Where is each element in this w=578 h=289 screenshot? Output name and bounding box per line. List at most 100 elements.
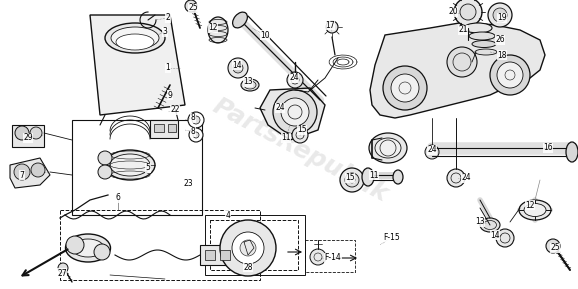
- Text: 6: 6: [116, 194, 120, 203]
- Circle shape: [447, 169, 465, 187]
- Text: 25: 25: [550, 244, 560, 253]
- Circle shape: [273, 90, 317, 134]
- Circle shape: [287, 72, 303, 88]
- Text: 3: 3: [162, 27, 168, 36]
- Ellipse shape: [566, 142, 578, 162]
- Circle shape: [383, 66, 427, 110]
- Ellipse shape: [375, 138, 401, 158]
- Text: 9: 9: [168, 90, 172, 99]
- Circle shape: [447, 47, 477, 77]
- Ellipse shape: [72, 239, 104, 257]
- Text: 7: 7: [20, 171, 24, 179]
- Text: 25: 25: [188, 3, 198, 12]
- Circle shape: [233, 63, 243, 73]
- Circle shape: [493, 8, 507, 22]
- Text: 24: 24: [427, 145, 437, 155]
- Text: 15: 15: [345, 173, 355, 182]
- Ellipse shape: [524, 203, 546, 216]
- Bar: [220, 250, 230, 260]
- Text: 5: 5: [146, 164, 150, 173]
- Text: 22: 22: [171, 105, 180, 114]
- Circle shape: [490, 55, 530, 95]
- Circle shape: [425, 145, 439, 159]
- Circle shape: [232, 232, 264, 264]
- Text: 1: 1: [166, 64, 171, 73]
- Circle shape: [30, 127, 42, 139]
- Text: 14: 14: [232, 60, 242, 69]
- Polygon shape: [260, 88, 325, 140]
- Circle shape: [15, 126, 29, 140]
- Circle shape: [345, 173, 359, 187]
- Text: 24: 24: [275, 103, 285, 112]
- Bar: [168, 124, 176, 132]
- Circle shape: [546, 239, 560, 253]
- Circle shape: [66, 236, 84, 254]
- Text: 19: 19: [497, 14, 507, 23]
- Circle shape: [189, 128, 203, 142]
- Circle shape: [391, 74, 419, 102]
- Text: 4: 4: [225, 210, 231, 220]
- Circle shape: [497, 62, 523, 88]
- Text: 10: 10: [260, 31, 270, 40]
- Ellipse shape: [464, 23, 492, 33]
- Text: 8: 8: [191, 127, 195, 136]
- Circle shape: [240, 240, 256, 256]
- Circle shape: [454, 0, 482, 26]
- Bar: [60, 210, 260, 280]
- Circle shape: [228, 58, 248, 78]
- Text: 28: 28: [243, 262, 253, 271]
- Circle shape: [496, 229, 514, 247]
- Circle shape: [185, 0, 197, 12]
- Text: 18: 18: [497, 51, 507, 60]
- Circle shape: [94, 244, 110, 260]
- Circle shape: [188, 112, 204, 128]
- Text: F-15: F-15: [384, 232, 401, 242]
- Text: PartsRepublik: PartsRepublik: [209, 94, 392, 207]
- Text: 17: 17: [325, 21, 335, 29]
- Text: 24: 24: [289, 73, 299, 82]
- Circle shape: [193, 132, 199, 138]
- Ellipse shape: [116, 34, 154, 50]
- Text: 24: 24: [461, 173, 471, 182]
- Text: 11: 11: [281, 134, 291, 142]
- Polygon shape: [90, 15, 185, 115]
- Text: 29: 29: [23, 134, 33, 142]
- Circle shape: [31, 163, 45, 177]
- Ellipse shape: [475, 49, 497, 55]
- Circle shape: [310, 249, 326, 265]
- Ellipse shape: [519, 200, 551, 220]
- Circle shape: [98, 165, 112, 179]
- Circle shape: [340, 168, 364, 192]
- Text: 14: 14: [490, 231, 500, 240]
- Bar: [205, 215, 305, 275]
- Text: 12: 12: [208, 23, 218, 32]
- Ellipse shape: [472, 40, 496, 47]
- Ellipse shape: [110, 154, 150, 176]
- Circle shape: [460, 4, 476, 20]
- Polygon shape: [370, 22, 545, 118]
- Ellipse shape: [111, 27, 159, 49]
- Bar: [210, 220, 298, 270]
- Text: 8: 8: [191, 114, 195, 123]
- Ellipse shape: [208, 17, 228, 43]
- Text: 21: 21: [458, 25, 468, 34]
- Bar: [12, 125, 44, 147]
- Circle shape: [281, 98, 309, 126]
- Ellipse shape: [393, 170, 403, 184]
- Ellipse shape: [105, 23, 165, 53]
- Ellipse shape: [232, 12, 247, 28]
- Ellipse shape: [241, 79, 259, 91]
- Ellipse shape: [65, 234, 110, 262]
- Circle shape: [98, 151, 112, 165]
- Ellipse shape: [369, 133, 407, 163]
- Text: 27: 27: [57, 268, 67, 277]
- Circle shape: [220, 220, 276, 276]
- Circle shape: [58, 263, 68, 273]
- Text: F-14: F-14: [325, 253, 342, 262]
- Text: 15: 15: [297, 125, 307, 134]
- Text: 12: 12: [525, 201, 535, 210]
- Ellipse shape: [105, 150, 155, 180]
- Bar: [72, 120, 202, 215]
- Circle shape: [14, 164, 30, 180]
- Text: 13: 13: [475, 218, 485, 227]
